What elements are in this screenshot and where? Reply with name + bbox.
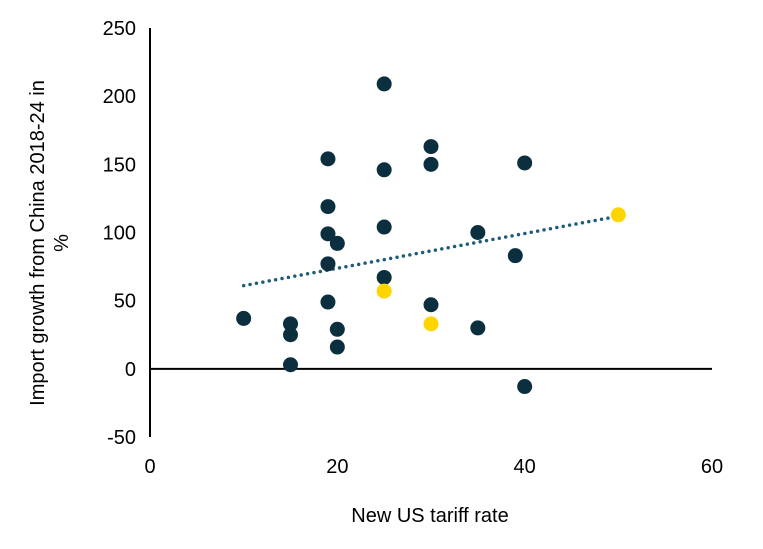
trendline — [241, 214, 621, 288]
data-point — [329, 235, 345, 251]
data-point — [517, 155, 533, 171]
y-tick-label: 50 — [114, 291, 136, 313]
trendline-layer — [241, 214, 621, 288]
y-tick-label: 100 — [103, 223, 136, 245]
data-point — [423, 297, 439, 313]
data-point-highlighted — [610, 207, 626, 223]
data-point — [376, 269, 392, 285]
data-point — [470, 320, 486, 336]
data-point — [470, 225, 486, 240]
data-point — [329, 339, 345, 355]
axes — [149, 28, 712, 437]
data-point — [507, 248, 523, 264]
data-point — [423, 156, 439, 172]
data-point — [283, 316, 298, 332]
data-point — [376, 76, 392, 92]
x-tick-label: 60 — [701, 456, 723, 478]
y-tick-label: 150 — [103, 154, 136, 176]
data-point — [283, 327, 298, 343]
y-tick-label: 0 — [125, 359, 136, 381]
y-axis-title: Import growth from China 2018-24 in % — [27, 80, 73, 406]
x-axis-title: New US tariff rate — [351, 505, 508, 527]
data-point-highlighted — [423, 316, 439, 332]
x-tick-label: 20 — [326, 456, 348, 478]
x-tick-label: 40 — [514, 456, 536, 478]
data-point — [320, 256, 336, 272]
data-point — [329, 321, 345, 337]
data-point — [376, 219, 392, 235]
y-tick-label: -50 — [107, 427, 136, 449]
data-point-highlighted — [376, 283, 392, 299]
data-points — [236, 76, 626, 395]
x-tick-label: 0 — [144, 456, 155, 478]
data-point — [236, 310, 252, 326]
data-point — [423, 139, 439, 155]
data-point — [320, 151, 336, 167]
y-axis-title-line-1: Import growth from China 2018-24 in — [27, 80, 49, 406]
y-tick-label: 250 — [103, 18, 136, 40]
data-point — [320, 294, 336, 310]
data-point — [283, 357, 298, 373]
y-tick-label: 200 — [103, 86, 136, 108]
data-point — [320, 226, 336, 242]
data-point — [376, 162, 392, 178]
data-point — [517, 379, 533, 395]
y-axis-title-line-2: % — [51, 234, 73, 252]
data-point — [320, 199, 336, 215]
tick-labels: 250 200 150 100 50 0 -50 0 20 40 60 — [103, 18, 724, 478]
